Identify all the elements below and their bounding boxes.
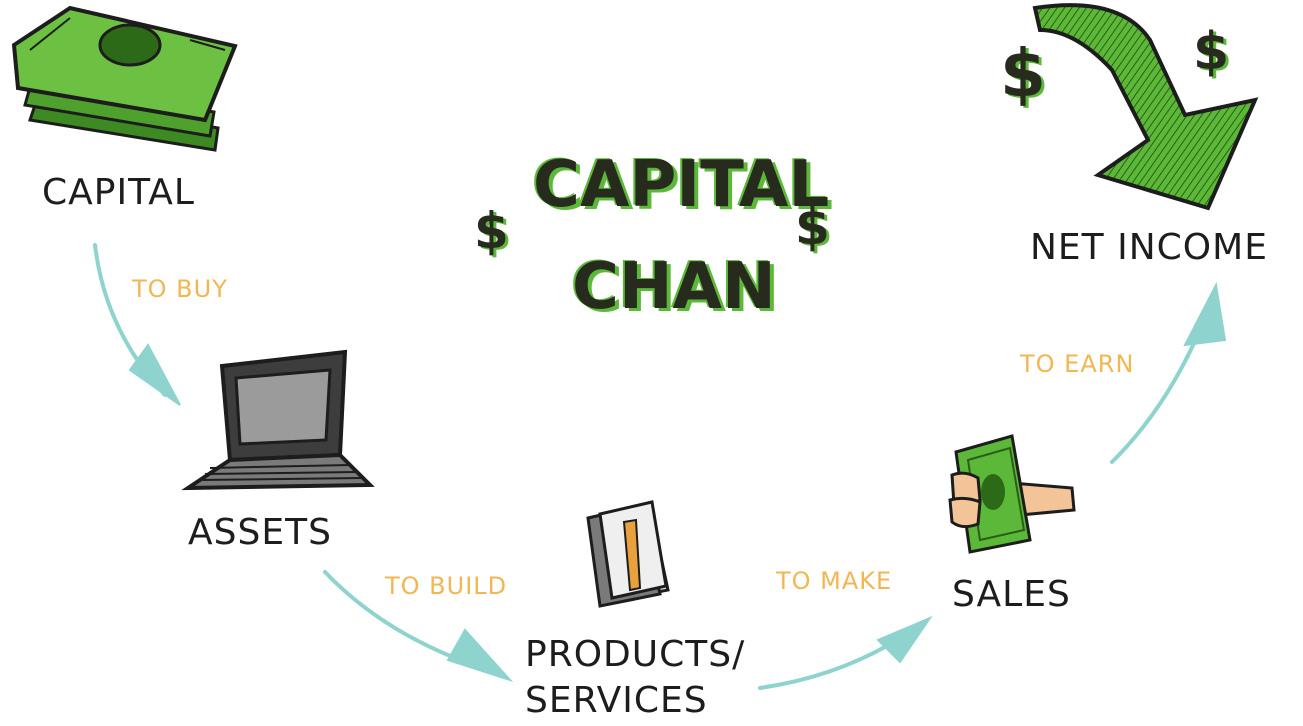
node-products-line-1: PRODUCTS/ bbox=[525, 634, 746, 675]
title-dollar-left: $ bbox=[474, 202, 509, 260]
node-capital: CAPITAL bbox=[42, 172, 195, 213]
income-dollar-2: $ bbox=[1193, 22, 1230, 82]
node-sales: SALES bbox=[952, 574, 1071, 615]
edge-label-to-buy: TO BUY bbox=[132, 275, 228, 303]
down-arrow-icon bbox=[1032, 3, 1259, 211]
hand-money-icon bbox=[948, 434, 1076, 554]
income-dollar-1: $ bbox=[1000, 35, 1046, 112]
title-line-1: CAPITAL bbox=[533, 148, 830, 222]
node-net-income: NET INCOME bbox=[1030, 227, 1268, 268]
title-dollar-right: $ bbox=[795, 198, 830, 256]
node-assets: ASSETS bbox=[188, 512, 332, 553]
connector-arrowheads bbox=[128, 281, 1227, 683]
laptop-icon bbox=[181, 349, 375, 491]
edge-label-to-earn: TO EARN bbox=[1020, 350, 1135, 378]
node-products-line-2: SERVICES bbox=[525, 680, 708, 721]
title-line-2: CHAN bbox=[572, 250, 776, 324]
book-icon bbox=[586, 500, 670, 608]
edge-label-to-build: TO BUILD bbox=[385, 572, 508, 600]
edge-label-to-make: TO MAKE bbox=[776, 567, 893, 595]
money-stack-icon bbox=[11, 5, 238, 152]
